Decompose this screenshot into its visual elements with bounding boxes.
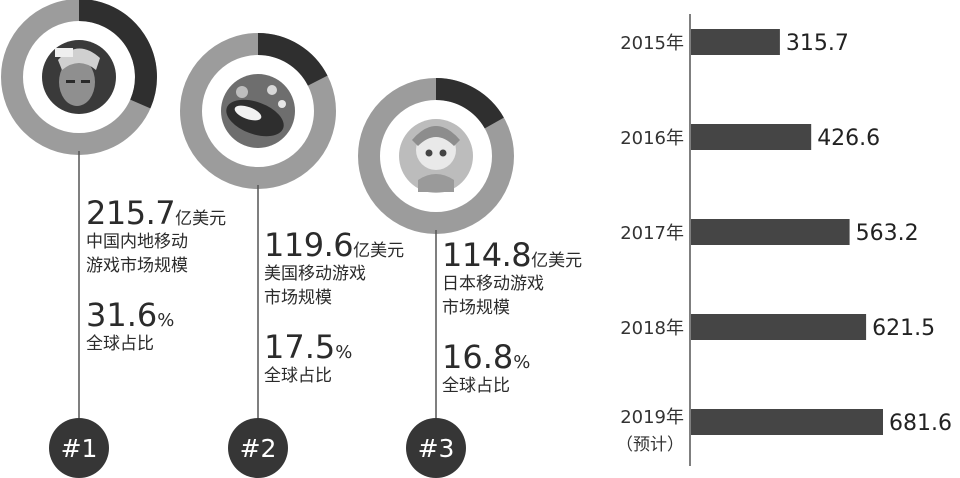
- bar-5: [691, 409, 883, 435]
- share-unit-1: %: [157, 310, 175, 331]
- category-label-1: 2015年: [620, 33, 684, 54]
- game-icon-2: [221, 74, 295, 148]
- category-sublabel-5: （预计）: [616, 435, 684, 455]
- share-label-2: 全球占比: [264, 366, 332, 386]
- market-value-1: 215.7: [86, 194, 176, 232]
- market-unit-3: 亿美元: [531, 251, 583, 271]
- bar-value-label-1: 315.7: [786, 31, 849, 56]
- bar-2: [691, 124, 812, 150]
- market-unit-1: 亿美元: [175, 209, 227, 229]
- market-unit-2: 亿美元: [353, 241, 405, 261]
- ring-2-share-arc: [257, 33, 328, 87]
- bar-value-label-4: 621.5: [872, 316, 935, 341]
- bar-value-label-3: 563.2: [856, 221, 919, 246]
- market-value-2: 119.6: [264, 226, 354, 264]
- market-desc-1a: 中国内地移动: [86, 232, 188, 252]
- ring-3: [358, 78, 514, 234]
- category-label-3: 2017年: [620, 223, 684, 244]
- share-label-3: 全球占比: [442, 376, 510, 396]
- stat-block-1: 215.7亿美元 中国内地移动 游戏市场规模 31.6% 全球占比: [86, 196, 226, 356]
- stat-block-2: 119.6亿美元 美国移动游戏 市场规模 17.5% 全球占比: [264, 228, 404, 388]
- stat-block-3: 114.8亿美元 日本移动游戏 市场规模 16.8% 全球占比: [442, 238, 582, 398]
- ring-3-share-arc: [435, 78, 504, 129]
- share-unit-2: %: [335, 342, 353, 363]
- rank-badge-2: #2: [228, 418, 288, 478]
- share-value-1: 31.6: [86, 296, 158, 334]
- share-label-1: 全球占比: [86, 334, 154, 354]
- market-desc-3b: 市场规模: [442, 298, 510, 318]
- market-desc-1b: 游戏市场规模: [86, 256, 188, 276]
- market-value-3: 114.8: [442, 236, 532, 274]
- market-desc-3a: 日本移动游戏: [442, 274, 544, 294]
- ring-2: [180, 33, 336, 189]
- rank-badge-1: #1: [49, 418, 109, 478]
- category-label-5: 2019年: [620, 407, 684, 428]
- game-icon-3: [399, 119, 473, 193]
- category-label-2: 2016年: [620, 128, 684, 149]
- ring-1: [1, 0, 157, 155]
- bar-3: [691, 219, 850, 245]
- ring-1-share-arc: [78, 0, 157, 109]
- market-desc-2a: 美国移动游戏: [264, 264, 366, 284]
- share-value-2: 17.5: [264, 328, 336, 366]
- game-icon-1: [42, 40, 116, 114]
- share-value-3: 16.8: [442, 338, 514, 376]
- rank-badge-3: #3: [406, 418, 466, 478]
- bar-value-label-5: 681.6: [889, 411, 952, 436]
- bar-4: [691, 314, 867, 340]
- bar-value-label-2: 426.6: [817, 126, 880, 151]
- share-unit-3: %: [513, 352, 531, 373]
- bar-1: [691, 29, 780, 55]
- market-desc-2b: 市场规模: [264, 288, 332, 308]
- category-label-4: 2018年: [620, 318, 684, 339]
